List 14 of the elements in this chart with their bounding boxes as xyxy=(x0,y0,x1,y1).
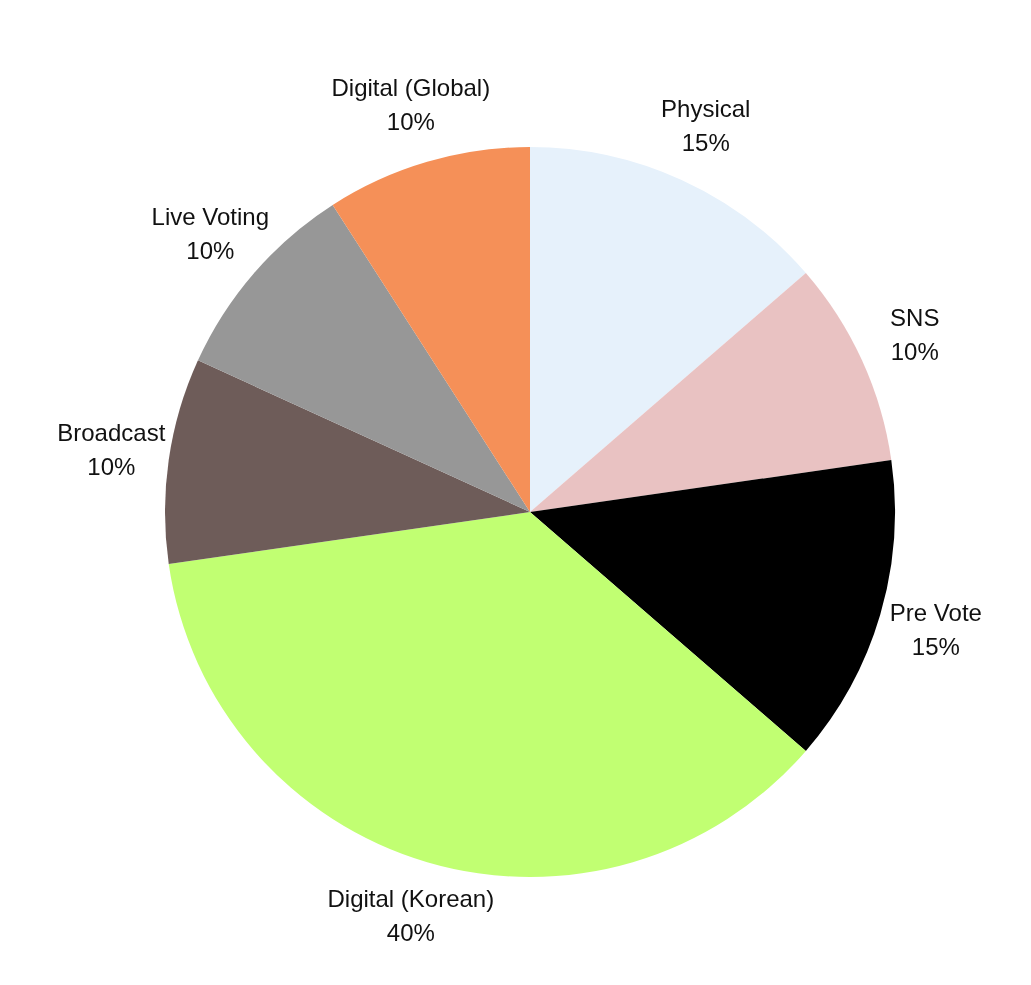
data-label: 40% xyxy=(386,919,435,947)
slice-label: Pre Vote xyxy=(889,598,982,626)
data-label: 10% xyxy=(87,453,136,481)
slice-label: Broadcast xyxy=(57,419,166,447)
data-label: 10% xyxy=(386,107,435,135)
slice-label: Live Voting xyxy=(151,202,270,230)
slice-label: Digital (Global) xyxy=(331,73,491,101)
slice-label: SNS xyxy=(890,303,940,331)
data-label: 15% xyxy=(911,632,960,660)
data-label: 10% xyxy=(186,236,235,264)
data-label: 15% xyxy=(681,128,730,156)
data-label: 10% xyxy=(890,337,939,365)
slice-label: Digital (Korean) xyxy=(327,885,495,913)
slice-label: Physical xyxy=(661,94,751,122)
